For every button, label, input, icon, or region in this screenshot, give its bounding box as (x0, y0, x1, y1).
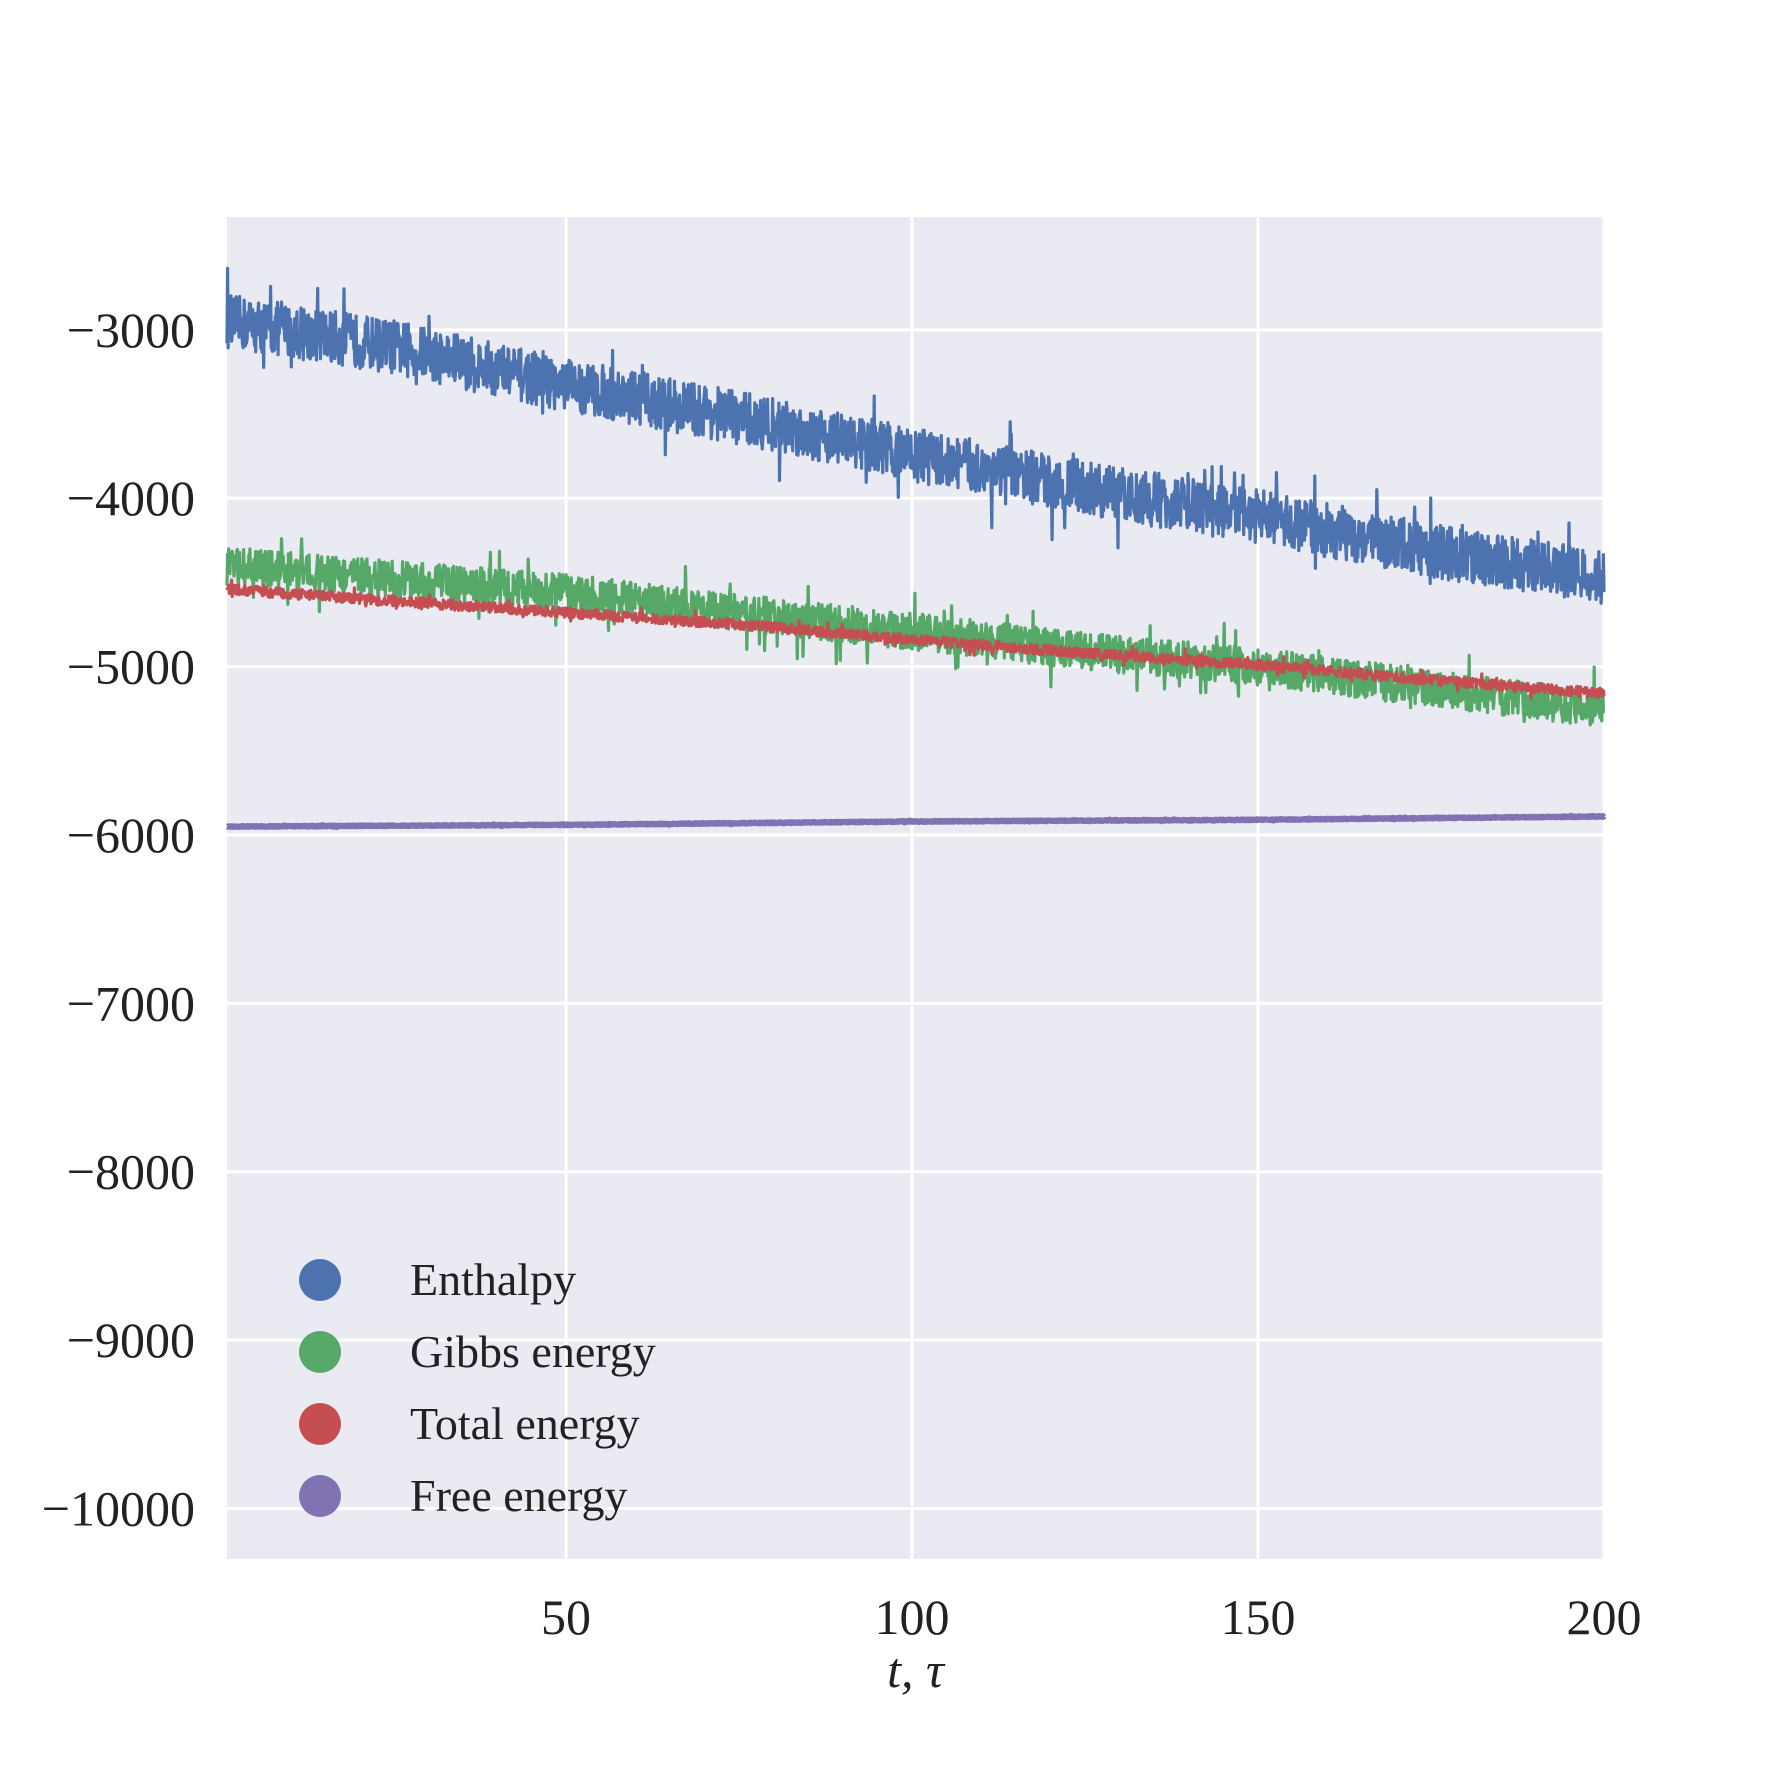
y-tick-labels: −3000 −4000 −5000 −6000 −7000 −8000 −9000 −1000… (42, 302, 195, 1537)
x-tick-labels: 50 100 150 200 (541, 1589, 1641, 1645)
legend-label: Gibbs energy (410, 1326, 656, 1377)
x-tick-label: 100 (875, 1589, 950, 1645)
legend: Enthalpy Gibbs energy Total energy Free ene… (299, 1254, 656, 1521)
y-tick-label: −4000 (67, 470, 195, 526)
y-tick-label: −10000 (42, 1480, 195, 1536)
legend-label: Enthalpy (410, 1254, 576, 1305)
y-tick-label: −8000 (67, 1144, 195, 1200)
x-tick-label: 50 (541, 1589, 591, 1645)
series-layer (224, 266, 1607, 831)
y-tick-label: −3000 (67, 302, 195, 358)
y-tick-label: −6000 (67, 807, 195, 863)
series-line-enthalpy (225, 266, 1606, 605)
legend-marker (299, 1331, 341, 1373)
y-tick-label: −9000 (67, 1312, 195, 1368)
legend-label: Total energy (410, 1398, 640, 1449)
x-tick-label: 200 (1567, 1589, 1642, 1645)
series-line-free-energy (224, 812, 1607, 831)
x-tick-label: 150 (1221, 1589, 1296, 1645)
legend-marker (299, 1475, 341, 1517)
gridlines (227, 217, 1606, 1559)
legend-marker (299, 1403, 341, 1445)
series-line-total-energy (225, 578, 1606, 700)
x-axis-label: t, τ (887, 1642, 946, 1698)
y-tick-label: −5000 (67, 639, 195, 695)
y-tick-label: −7000 (67, 975, 195, 1031)
legend-marker (299, 1259, 341, 1301)
legend-label: Free energy (410, 1470, 628, 1521)
